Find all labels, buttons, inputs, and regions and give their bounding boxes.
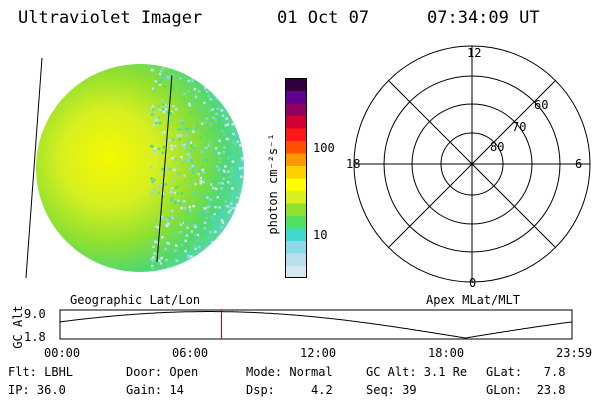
timeline-right-label: Apex MLat/MLT [426, 293, 520, 307]
x-tick-1200: 12:00 [300, 346, 337, 360]
uv-earth-image [25, 57, 244, 279]
colorbar-segment [285, 265, 307, 278]
timeline-plot [59, 309, 573, 340]
colorbar-segment [285, 140, 307, 154]
colorbar-border [285, 78, 307, 278]
glon-info: GLon: 23.8 [486, 383, 566, 397]
polar-label-12: 12 [467, 46, 482, 60]
lon-line-east [156, 74, 173, 263]
x-tick-0000: 00:00 [44, 346, 81, 360]
colorbar-tick-100: 100 [313, 141, 335, 155]
colorbar-segment [285, 153, 307, 166]
ring-label-60: 60 [534, 98, 549, 112]
seq-info: Seq: 39 [366, 383, 417, 397]
colorbar-segment [285, 215, 307, 229]
x-tick-2359: 23:59 [556, 346, 593, 360]
colorbar-segment [285, 240, 307, 254]
timeline-y-min: 1.8 [24, 330, 46, 344]
ring-label-80: 80 [490, 140, 505, 154]
colorbar-segment [285, 128, 307, 141]
ring-label-70: 70 [512, 120, 527, 134]
time-label: 07:34:09 UT [427, 8, 540, 28]
gain-info: Gain: 14 [126, 383, 184, 397]
colorbar-segment [285, 115, 307, 129]
colorbar-segment [285, 90, 307, 104]
colorbar-segment [285, 228, 307, 241]
x-tick-0600: 06:00 [172, 346, 209, 360]
colorbar [285, 78, 307, 278]
filter-info: Flt: LBHL [8, 365, 74, 379]
polar-grid [353, 45, 591, 283]
app-title: Ultraviolet Imager [18, 8, 203, 28]
colorbar-segment [285, 203, 307, 216]
earth-disc [36, 64, 244, 272]
colorbar-segment [285, 103, 307, 116]
ip-info: IP: 36.0 [8, 383, 66, 397]
timeline-y-max: 9.0 [24, 307, 46, 321]
colorbar-segment [285, 190, 307, 204]
polar-diagonal-2 [388, 80, 556, 248]
date-label: 01 Oct 07 [277, 8, 370, 28]
glat-info: GLat: 7.8 [486, 365, 566, 379]
lon-line-west [25, 57, 43, 279]
door-info: Door: Open [126, 365, 199, 379]
colorbar-unit-label: photon cm⁻²s⁻¹ [266, 133, 280, 235]
colorbar-segment [285, 165, 307, 179]
colorbar-segment [285, 78, 307, 91]
colorbar-tick-10: 10 [313, 228, 328, 242]
colorbar-segment [285, 178, 307, 191]
timeline-frame [59, 309, 573, 340]
mode-info: Mode: Normal [246, 365, 333, 379]
altitude-curve [59, 311, 573, 339]
gc-alt-info: GC Alt: 3.1 Re [366, 365, 468, 379]
x-tick-1800: 18:00 [428, 346, 465, 360]
dsp-info: Dsp: 4.2 [246, 383, 333, 397]
polar-label-6: 6 [575, 157, 583, 171]
polar-label-18: 18 [346, 157, 361, 171]
polar-label-0: 0 [469, 276, 477, 290]
timeline-left-label: Geographic Lat/Lon [70, 293, 201, 307]
colorbar-segment [285, 253, 307, 266]
